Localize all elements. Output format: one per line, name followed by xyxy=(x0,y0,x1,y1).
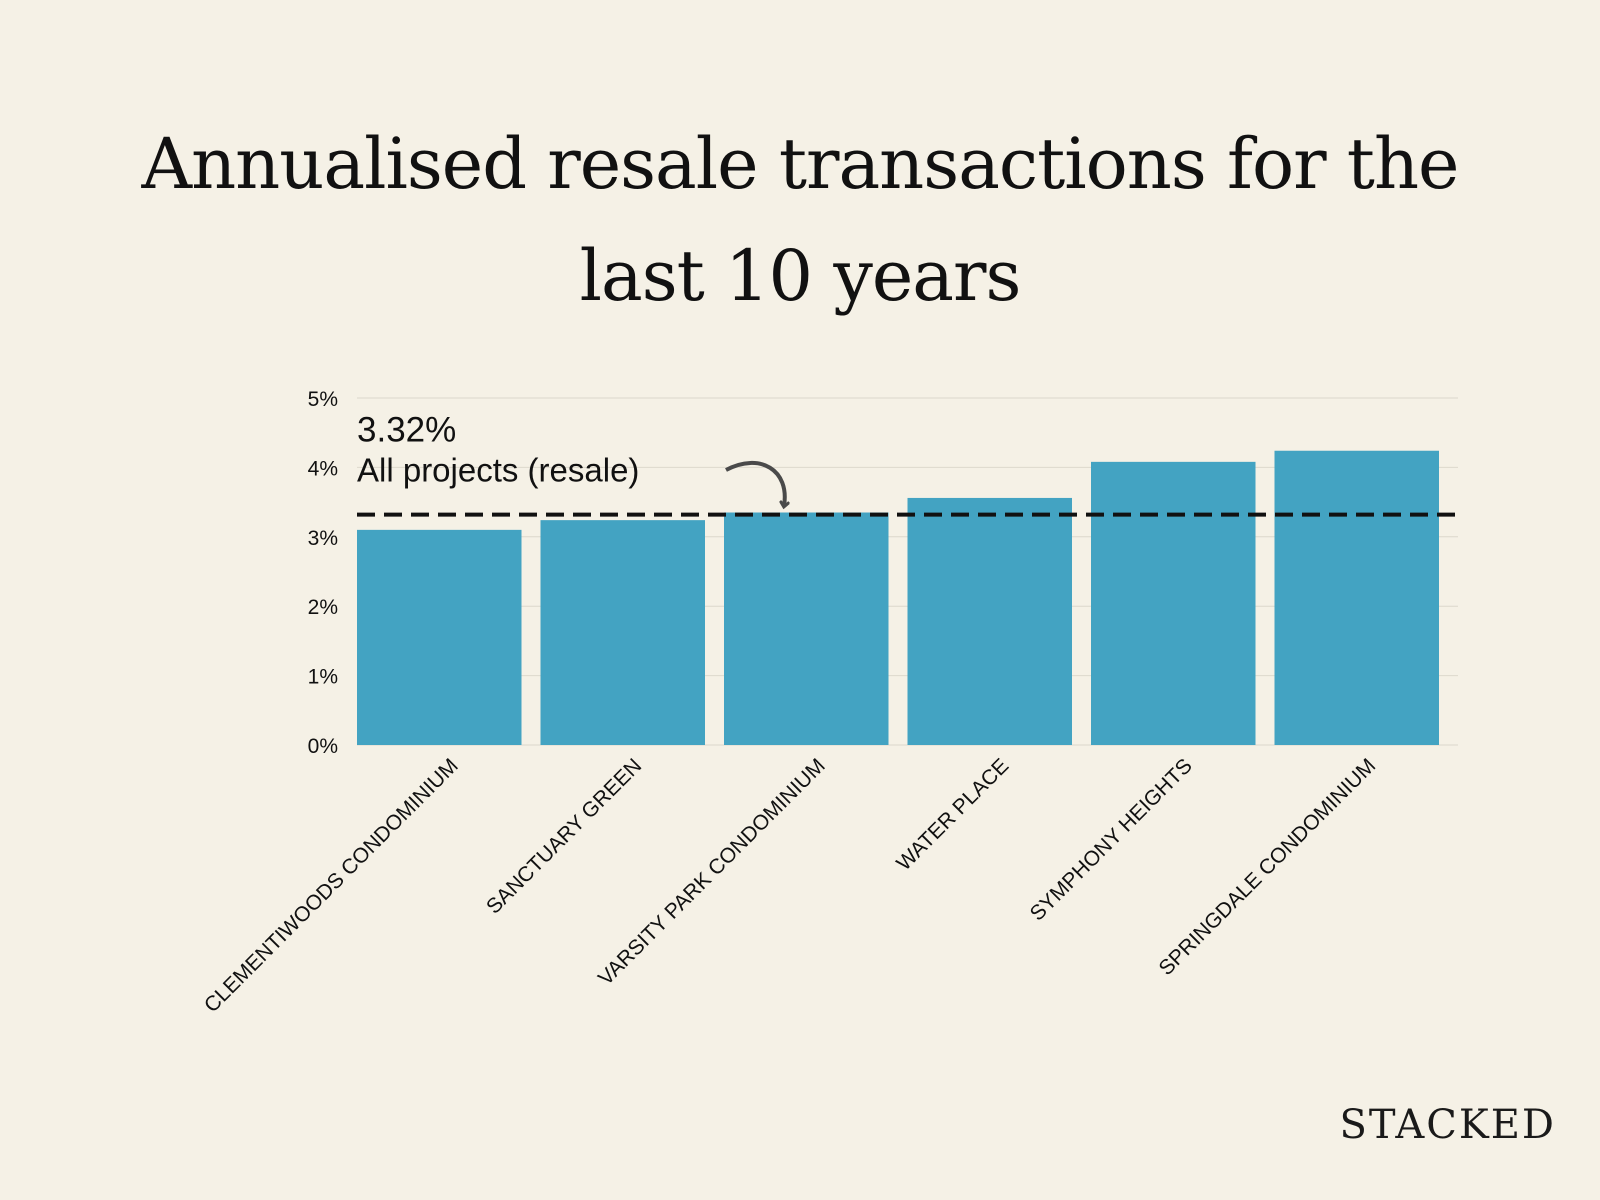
chart-title-line-2: last 10 years xyxy=(579,235,1022,317)
reference-line-group: 3.32%All projects (resale) xyxy=(357,411,1458,517)
x-tick-label: WATER PLACE xyxy=(892,754,1013,875)
bar xyxy=(1274,450,1439,745)
bar xyxy=(1091,461,1256,745)
bar xyxy=(907,497,1072,745)
y-tick-label: 1% xyxy=(308,666,338,689)
y-tick-label: 4% xyxy=(308,457,338,480)
chart-title-line-1: Annualised resale transactions for the xyxy=(141,123,1460,205)
bar xyxy=(540,520,705,745)
y-tick-label: 3% xyxy=(308,527,338,550)
x-tick-label: SANCTUARY GREEN xyxy=(482,754,646,918)
bar xyxy=(357,529,522,745)
stacked-logo: STACKED xyxy=(1339,1102,1556,1148)
chart-title: Annualised resale transactions for the l… xyxy=(0,108,1600,332)
reference-name-label: All projects (resale) xyxy=(357,452,639,489)
reference-value-label: 3.32% xyxy=(357,411,456,450)
y-axis-ticks: 0% 1% 2% 3% 4% 5% xyxy=(308,388,338,758)
y-tick-label: 2% xyxy=(308,596,338,619)
x-tick-label: VARSITY PARK CONDOMINIUM xyxy=(594,754,830,990)
x-tick-label: CLEMENTIWOODS CONDOMINIUM xyxy=(200,754,463,1017)
x-axis-labels: CLEMENTIWOODS CONDOMINIUM SANCTUARY GREEN… xyxy=(200,754,1380,1017)
curved-arrow-icon xyxy=(725,460,785,506)
x-tick-label: SPRINGDALE CONDOMINIUM xyxy=(1154,754,1380,980)
bars xyxy=(357,450,1439,745)
y-tick-label: 5% xyxy=(308,388,338,411)
x-tick-label: SYMPHONY HEIGHTS xyxy=(1026,754,1197,925)
bar xyxy=(724,512,889,745)
y-tick-label: 0% xyxy=(308,735,338,758)
